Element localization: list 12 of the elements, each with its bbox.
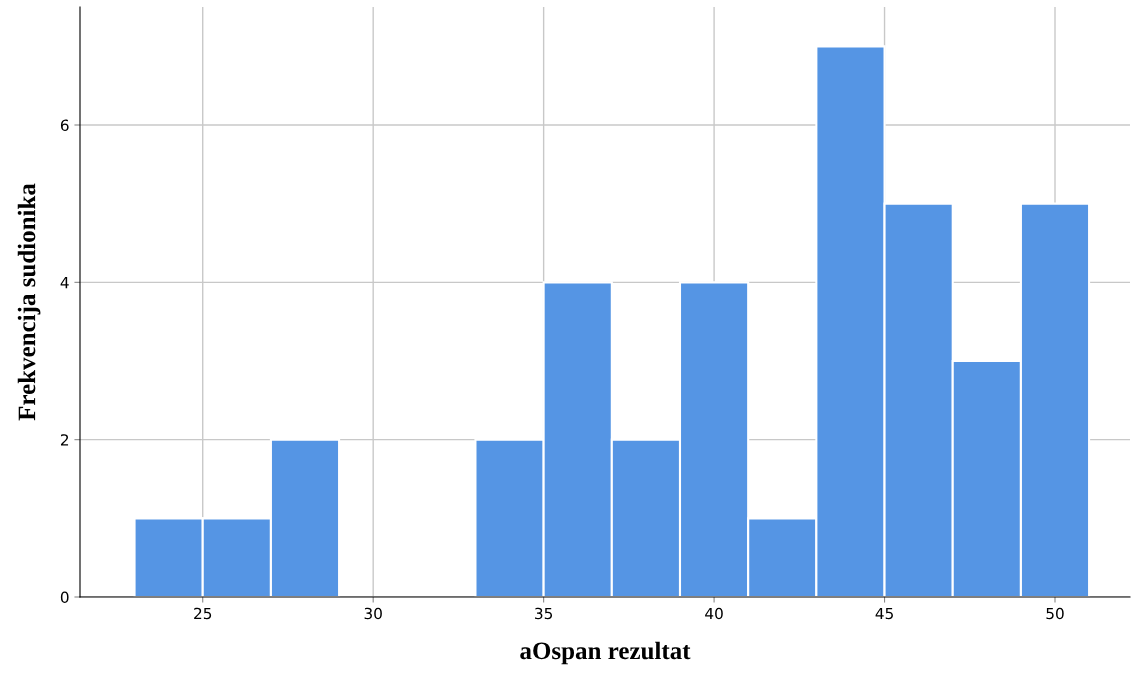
- x-tick-label: 35: [535, 607, 553, 620]
- y-tick-label: 6: [60, 119, 69, 132]
- x-tick-label: 40: [705, 607, 723, 620]
- x-axis-title: aOspan rezultat: [520, 641, 691, 665]
- x-tick-label: 30: [364, 607, 382, 620]
- x-tick-label: 25: [194, 607, 212, 620]
- y-axis-title: Frekvencija sudionika: [17, 183, 41, 421]
- x-tick-label: 45: [875, 607, 893, 620]
- y-tick-label: 4: [60, 277, 69, 289]
- y-tick-label: 0: [60, 591, 69, 604]
- y-tick-label: 2: [60, 434, 69, 446]
- x-tick-label: 50: [1046, 607, 1064, 620]
